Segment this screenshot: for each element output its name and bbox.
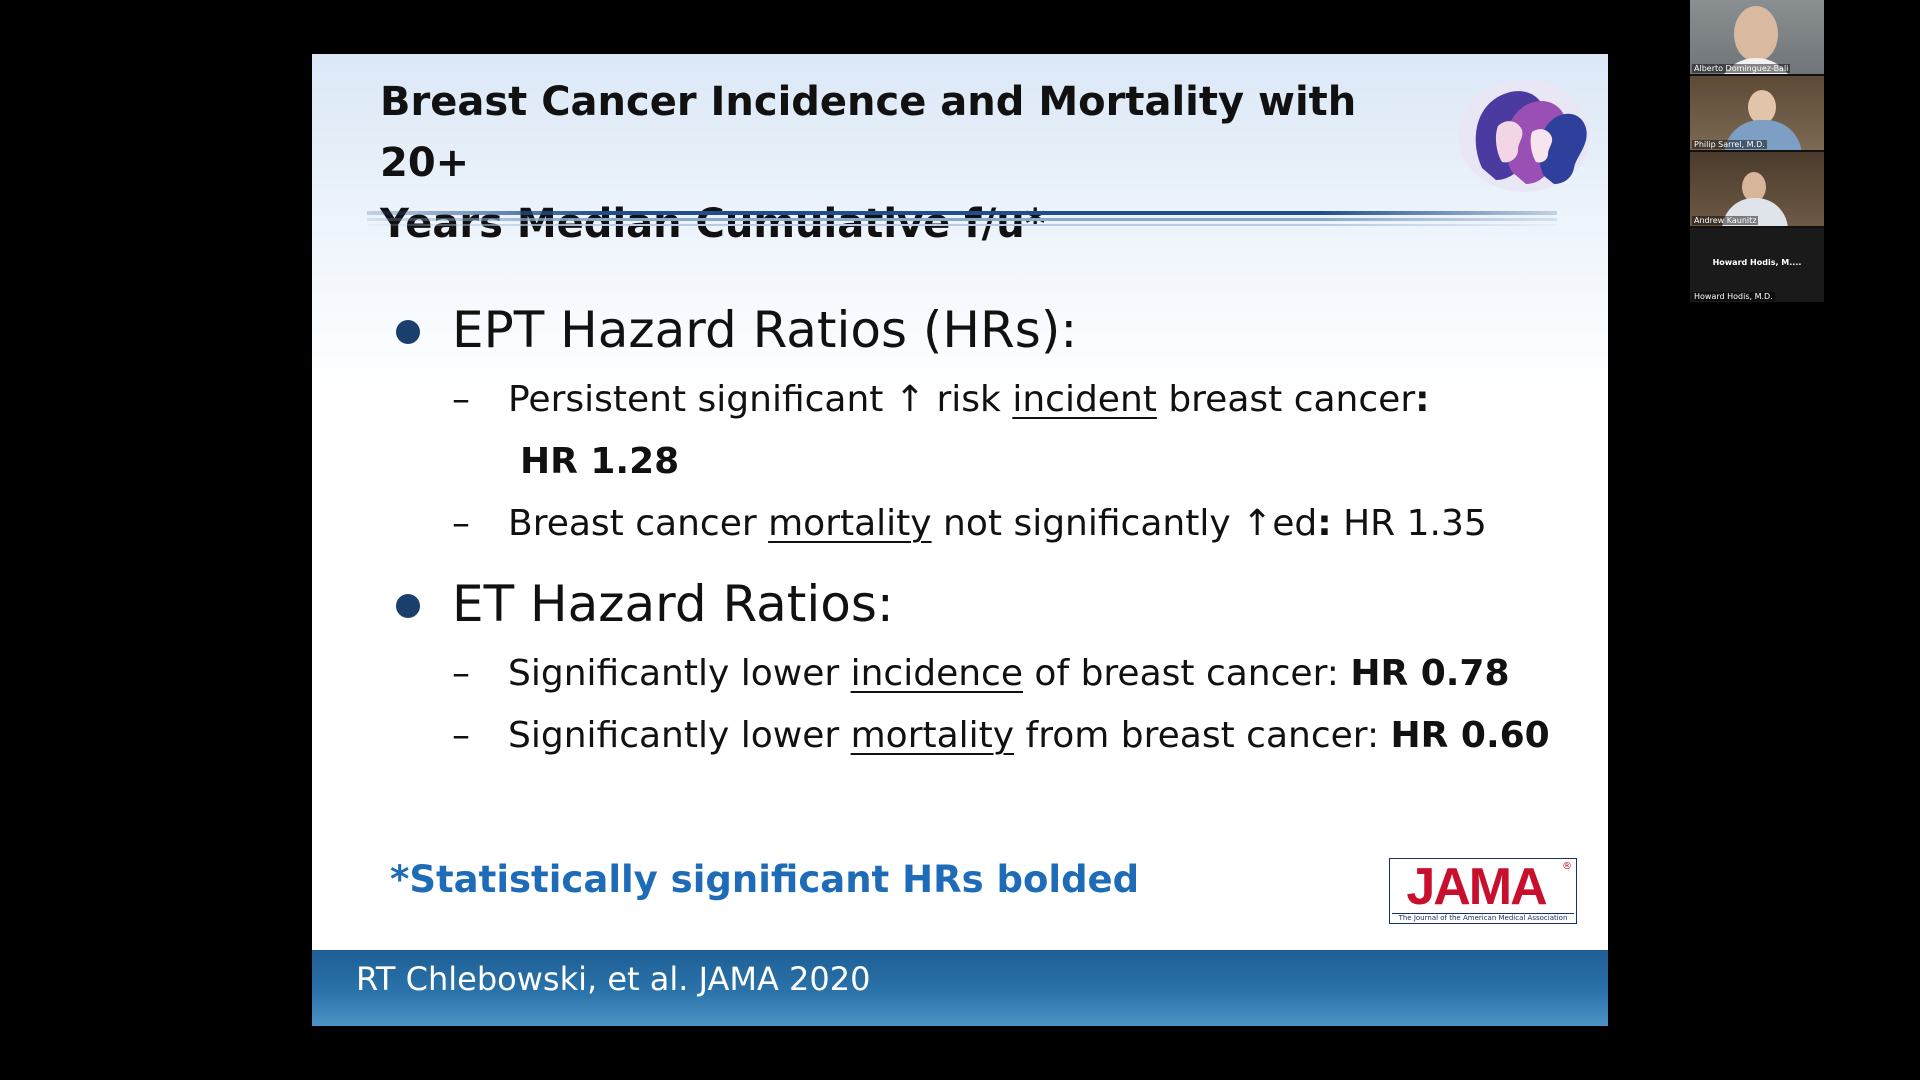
dash-icon: –	[452, 653, 470, 694]
womens-health-logo-icon	[1458, 80, 1590, 192]
participant-center-name: Howard Hodis, M....	[1712, 258, 1802, 267]
jama-logo-tagline: The Journal of the American Medical Asso…	[1392, 913, 1574, 922]
sub-text: of breast cancer:	[1022, 653, 1351, 694]
jama-logo: JAMA ® The Journal of the American Medic…	[1389, 858, 1577, 924]
participant-avatar	[1742, 172, 1766, 202]
hr-value: HR 0.78	[1350, 653, 1510, 694]
sub-colon: :	[1317, 503, 1332, 544]
participant-tile[interactable]: Andrew Kaunitz	[1690, 152, 1824, 226]
title-divider-line	[367, 211, 1557, 215]
participant-name: Andrew Kaunitz	[1692, 216, 1759, 225]
title-divider-line	[367, 224, 1557, 226]
participant-avatar	[1748, 90, 1776, 124]
title-divider-line	[367, 218, 1557, 221]
sub-text: Breast cancer	[508, 503, 769, 544]
dash-icon: –	[452, 379, 470, 420]
bullet-heading: EPT Hazard Ratios (HRs):	[452, 301, 1078, 359]
sub-text: from breast cancer:	[1014, 715, 1391, 756]
participant-name: Howard Hodis, M.D.	[1692, 292, 1775, 301]
bullet-heading: ET Hazard Ratios:	[452, 575, 894, 633]
sub-text: Significantly lower	[508, 715, 851, 756]
slide-title: Breast Cancer Incidence and Mortality wi…	[380, 72, 1420, 255]
sub-colon: :	[1415, 379, 1430, 420]
bullet-dot-icon	[396, 320, 420, 344]
jama-logo-word: JAMA	[1406, 858, 1547, 916]
hr-value: HR 1.35	[1331, 503, 1487, 544]
hr-value-ept-incidence: HR 1.28	[520, 438, 679, 486]
presentation-slide: Breast Cancer Incidence and Mortality wi…	[312, 54, 1608, 1026]
sub-text: Persistent significant ↑ risk	[508, 379, 1013, 420]
sub-underlined-text: incident	[1012, 379, 1157, 420]
participant-avatar	[1734, 6, 1778, 62]
sub-underlined-text: mortality	[850, 715, 1015, 756]
bullet-dot-icon	[396, 594, 420, 618]
participant-tile[interactable]: Philip Sarrel, M.D.	[1690, 76, 1824, 150]
participant-name: Philip Sarrel, M.D.	[1692, 140, 1767, 149]
citation: RT Chlebowski, et al. JAMA 2020	[356, 960, 871, 998]
participant-panel: Alberto Dominguez-Bali Philip Sarrel, M.…	[1690, 0, 1824, 302]
sub-text: Significantly lower	[508, 653, 851, 694]
participant-tile[interactable]: Howard Hodis, M.... Howard Hodis, M.D.	[1690, 228, 1824, 302]
sub-text: not significantly ↑ed	[931, 503, 1318, 544]
dash-icon: –	[452, 503, 470, 544]
sub-text: breast cancer	[1156, 379, 1416, 420]
sub-underlined-text: mortality	[768, 503, 932, 544]
hr-value: HR 1.28	[520, 441, 680, 482]
registered-mark: ®	[1562, 861, 1572, 872]
hr-value: HR 0.60	[1390, 715, 1550, 756]
footnote: *Statistically significant HRs bolded	[390, 858, 1140, 901]
footer-band: RT Chlebowski, et al. JAMA 2020	[312, 950, 1608, 1026]
slide-title-line-1: Breast Cancer Incidence and Mortality wi…	[380, 79, 1357, 186]
sub-underlined-text: incidence	[850, 653, 1023, 694]
participant-tile[interactable]: Alberto Dominguez-Bali	[1690, 0, 1824, 74]
participant-name: Alberto Dominguez-Bali	[1692, 64, 1791, 73]
dash-icon: –	[452, 715, 470, 756]
